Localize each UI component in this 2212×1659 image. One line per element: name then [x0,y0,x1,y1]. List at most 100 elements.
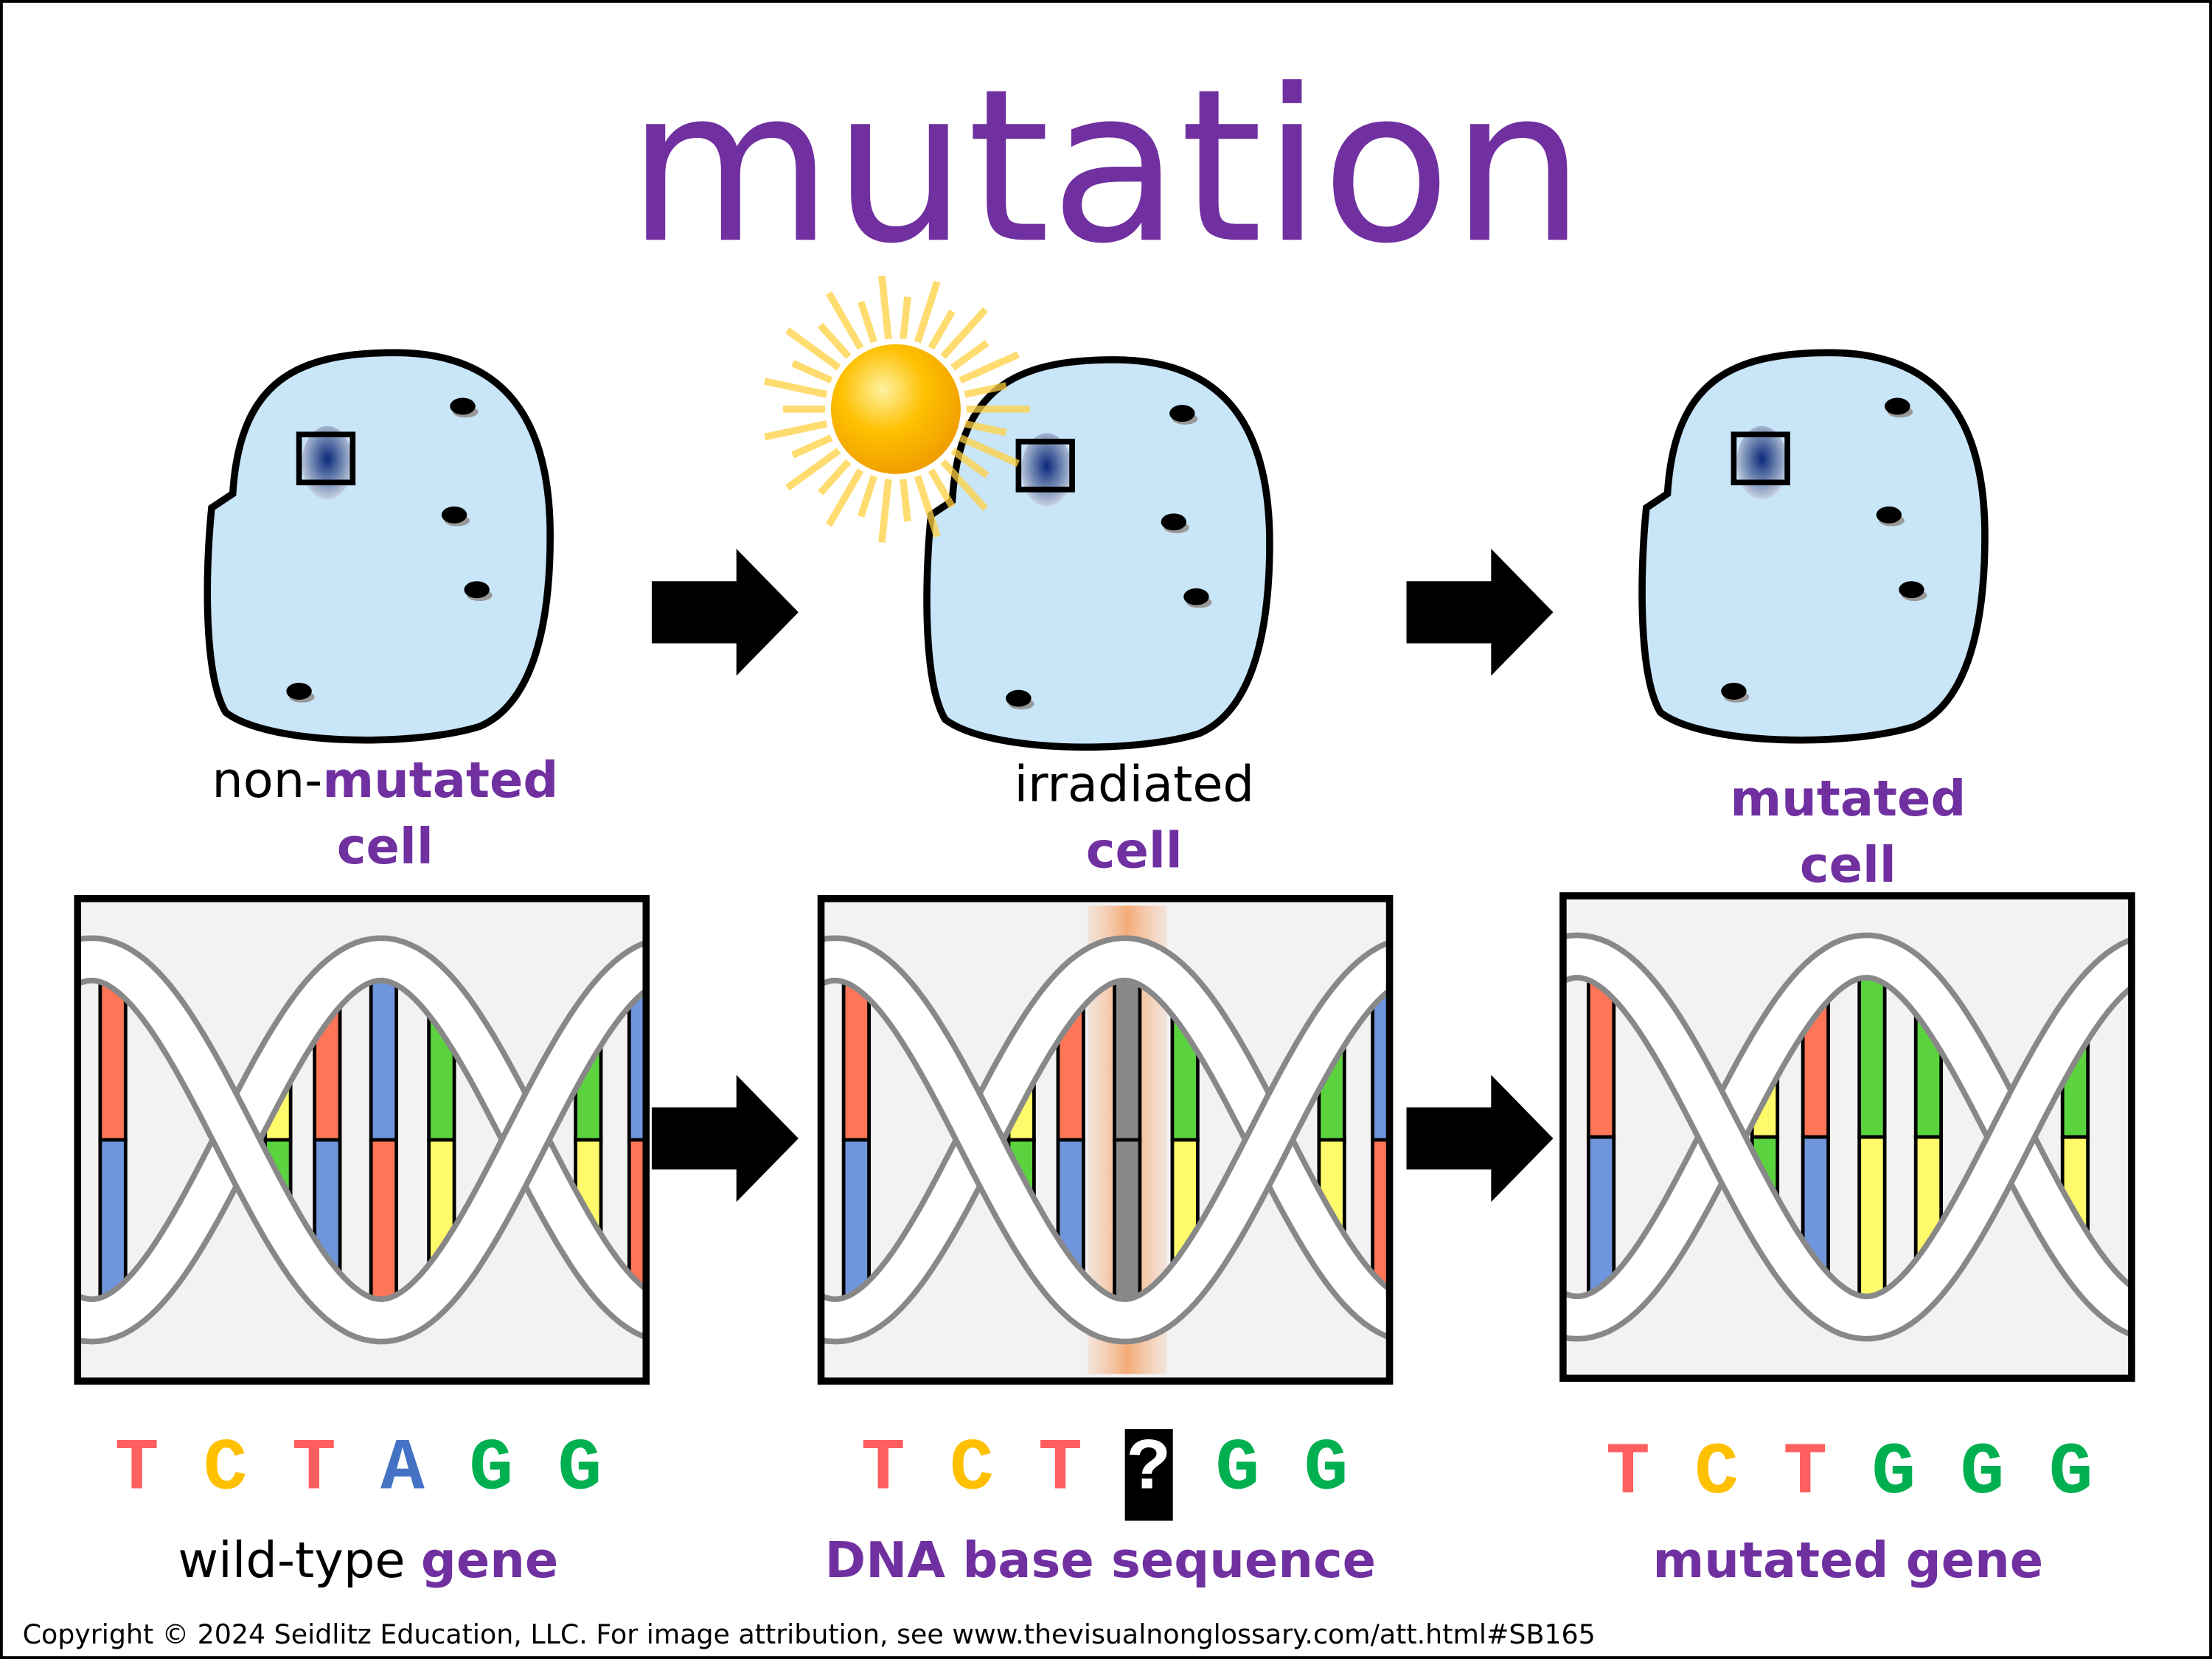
right-arrow-icon [1406,1074,1554,1203]
sun-ray [785,327,841,371]
base-letter: T [861,1427,905,1510]
dna-strand [821,941,1390,1339]
dna-strand [1562,938,2132,1336]
base-pair [313,1004,342,1276]
base-pair [1170,1012,1200,1267]
dna-panel-2 [817,894,1394,1385]
base-gray [1113,1138,1142,1306]
cell-label-2: irradiated [1014,756,1254,813]
base-pair [1113,974,1142,1306]
base-pair [1857,972,1887,1302]
organelle [441,506,467,524]
base-blue [98,1138,128,1301]
base-red [369,1138,399,1306]
base-blue [1586,1135,1616,1297]
sun-ray [928,309,956,350]
base-letter: T [1038,1427,1082,1510]
sun-ray [878,479,892,543]
unknown-base-box [1124,1429,1173,1521]
dna-panel-border [1559,892,2135,1382]
sun-ray [964,382,1007,398]
base-letter: T [1783,1431,1827,1514]
cell-label-2-line2: cell [1086,822,1183,880]
base-letter: T [115,1427,159,1510]
base-letter: T [1606,1431,1650,1514]
organelle [1899,581,1924,599]
organelle [286,683,312,700]
sun-ray [940,307,989,359]
organelle [1721,683,1747,700]
page-title: mutation [627,44,1585,290]
sun-ray [950,340,990,371]
sun-ray [764,378,828,398]
base-letter: G [1215,1427,1259,1510]
base-pair [841,979,871,1301]
dna-panel-1 [74,894,650,1385]
base-pair [427,1012,456,1267]
cell-membrane [204,349,554,744]
unknown-base: ? [1127,1427,1171,1510]
base-pair [1586,978,1616,1297]
cell-2 [923,356,1273,751]
organelle [1006,689,1032,707]
sun-ray [940,459,989,512]
base-letter: T [292,1427,336,1510]
sun-ray [858,300,877,344]
cell-membrane [923,356,1273,751]
highlight-box [1015,439,1075,493]
sun-ray [950,448,990,479]
sun-ray [959,351,1020,384]
sun-ray [914,475,941,538]
base-green [1857,972,1887,1139]
base-letter: A [380,1427,425,1510]
copyright-text: Copyright © 2024 Seidlitz Education, LLC… [23,1618,1596,1650]
dna-strand [77,941,647,1339]
cell-3 [1638,349,1989,744]
dna-panel-3 [1559,892,2135,1382]
highlight-box [1731,431,1790,486]
right-arrow-icon [1406,549,1554,676]
caption-wild-type-gene: wild-type gene [178,1531,558,1589]
base-letter: G [469,1427,513,1510]
sun-ray [825,468,864,527]
sun-ray [817,322,852,359]
base-red [841,979,871,1142]
base-letter: C [204,1427,248,1510]
organelle [1885,397,1910,415]
sun-ray [791,360,833,384]
base-yellow [1857,1135,1887,1302]
cell-1 [204,349,554,744]
base-pair [1056,1004,1085,1276]
sun-ray [764,420,828,441]
base-letter: G [1304,1427,1349,1510]
caption-mutated-gene: mutated gene [1653,1531,2044,1589]
dna-strand [821,941,1390,1339]
sun-ray [791,434,833,459]
base-blue [841,1138,871,1301]
sun-ray [858,475,877,518]
base-letter: G [2049,1431,2093,1514]
dna-strand [1562,938,2132,1336]
dna-strand [77,941,647,1339]
sun-ray [817,459,852,495]
right-arrow-icon [651,549,799,676]
base-pair [1801,998,1830,1276]
base-red [1586,978,1616,1139]
organelle [1161,513,1187,531]
caption-dna-base-sequence: DNA base sequence [825,1531,1376,1589]
sun-ray [878,275,892,340]
sun-ray [825,291,864,350]
base-letter: C [1694,1431,1739,1514]
cell-label-3: mutated [1730,770,1966,827]
organelle [1183,588,1209,605]
right-arrow-icon [651,1074,799,1203]
sun-ray [964,420,1007,437]
base-sequence-2: T C T? G G [861,1427,1349,1521]
cell-label-3-line2: cell [1800,836,1896,894]
base-pair [369,974,399,1306]
dna-panel-border [74,894,650,1385]
